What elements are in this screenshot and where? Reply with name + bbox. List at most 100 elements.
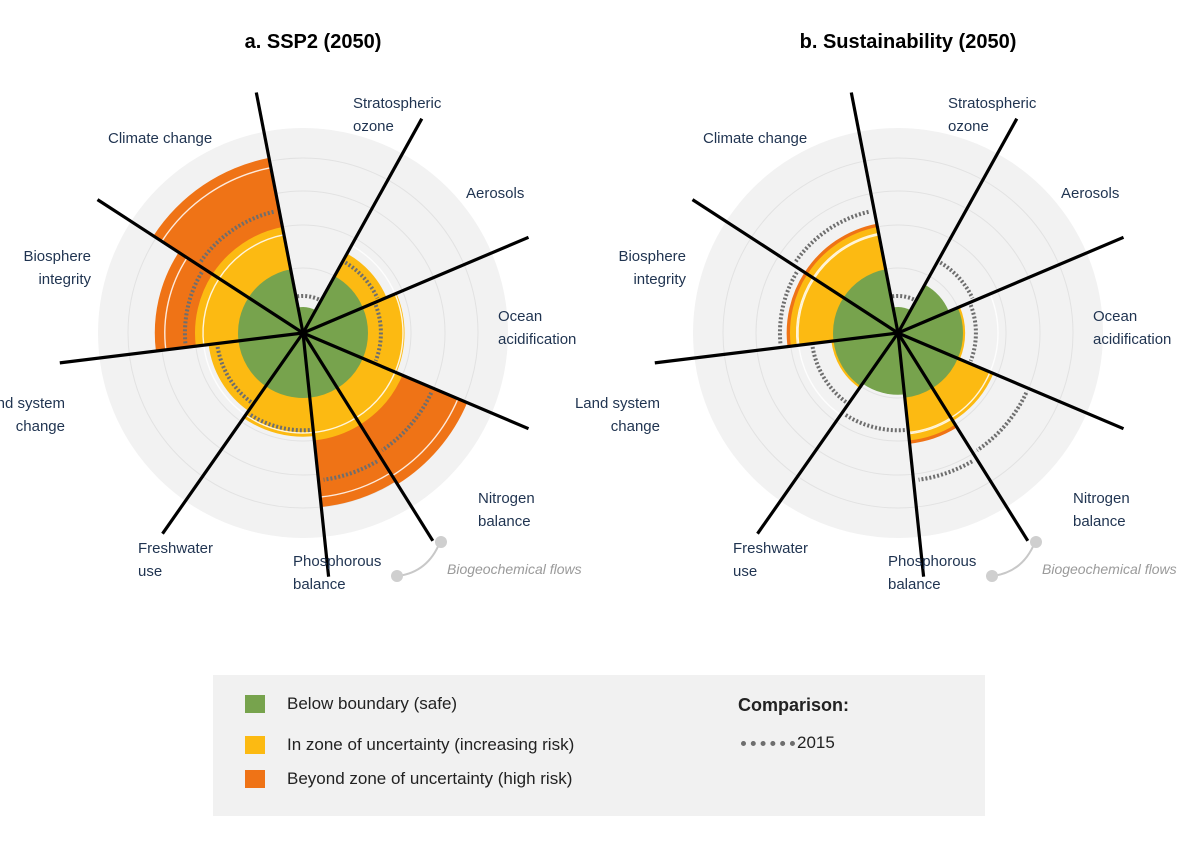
legend-swatch-high-risk [245,770,265,788]
legend-item-safe: Below boundary (safe) [245,692,457,716]
boundary-spoke [301,332,435,542]
wedge-aerosols [303,244,396,333]
comparison-2015-arc [918,459,974,482]
comparison-2015-arc [939,260,975,300]
boundary-spoke [301,117,424,334]
wedge-nitrogen-balance [303,333,468,485]
boundary-spoke [254,92,305,334]
comparison-dashed-swatch [741,740,795,746]
zone-ring [203,345,247,416]
wedge-land-system-change [203,333,303,416]
wedge-ocean-acidification [898,293,999,373]
comparison-title: Comparison: [738,695,850,715]
wedge-freshwater-use [243,333,314,437]
group-label-biogeochemical-flows: Biogeochemical flows [1042,561,1177,577]
wedge-fill-safe [238,333,303,387]
zone-ring [989,293,999,373]
wedge-fill-safe [833,333,898,387]
comparison-2015-arc [968,304,978,362]
group-bracket-line [992,541,1036,577]
category-label: Aerosols [466,185,524,202]
zone-ring [908,417,952,434]
category-label: Freshwater use [138,540,213,580]
boundary-spoke [897,235,1125,335]
wedge-fill-safe [862,333,905,395]
zone-ring [812,232,879,279]
category-label: Biosphere integrity [23,248,91,288]
wedge-freshwater-use [843,333,905,433]
zone-ring [218,234,285,279]
boundary-spoke [691,198,899,335]
category-label: Ocean acidification [498,308,576,348]
comparison-2015-arc [344,260,380,300]
grid-ring [722,157,1074,509]
grid-ring [755,190,1041,476]
comparison-2015-arc [891,293,916,302]
boundary-spoke [301,332,331,577]
wedge-aerosols [898,260,975,333]
zone-ring [813,234,880,279]
boundary-spoke [897,331,1125,431]
legend-box: Below boundary (safe) In zone of uncerta… [213,675,985,816]
zone-ring [245,414,314,434]
wedge-fill-safe [303,276,363,333]
zone-ring [202,278,220,346]
zone-ring [320,472,391,498]
group-label-biogeochemical-flows: Biogeochemical flows [447,561,582,577]
wedge-fill-safe [303,333,363,389]
comparison-label: 2015 [797,733,835,752]
category-label: Biosphere integrity [618,248,686,288]
zone-ring [164,257,188,350]
wedge-climate-change [794,209,898,333]
category-label: Nitrogen balance [478,490,535,530]
group-bracket-dot [1030,536,1042,548]
wedge-fill-safe [303,307,368,359]
legend-item-uncertainty: In zone of uncertainty (increasing risk) [245,733,574,757]
grid-ring [127,157,479,509]
panel-title: b. Sustainability (2050) [800,31,1017,53]
legend-label-safe: Below boundary (safe) [287,694,458,713]
wedge-fill-safe [832,297,898,341]
boundary-spoke [896,117,1019,334]
legend-swatch-uncertainty [245,736,265,754]
legend-item-high-risk: Beyond zone of uncertainty (high risk) [245,767,572,791]
wedge-fill-safe [237,297,303,341]
comparison-2015-arc [373,304,383,362]
boundary-spoke [59,331,304,365]
comparison-2015-arc [199,209,276,263]
comparison-2015-arc [182,271,204,344]
boundary-spoke [96,198,304,335]
zone-ring [351,244,396,295]
comparison-2015-arc [810,346,848,404]
boundary-spoke [302,331,530,431]
category-label: Phosphorous balance [888,553,976,593]
zone-ring [950,371,991,419]
comparison-2015-arc [323,459,379,482]
comparison-2015-arc [248,412,310,433]
category-label: Climate change [108,130,212,147]
category-label: Aerosols [1061,185,1119,202]
zone-ring [394,293,404,373]
panel-title: a. SSP2 (2050) [245,31,382,53]
zone-ring [313,417,357,434]
category-label: Phosphorous balance [293,553,381,593]
category-label: Ocean acidification [1093,308,1171,348]
wedge-nitrogen-balance [898,333,1029,452]
legend-label-high-risk: Beyond zone of uncertainty (high risk) [287,769,573,788]
boundary-spoke [896,332,926,577]
category-label: Freshwater use [733,540,808,580]
boundary-spoke [896,332,1030,542]
category-label: Climate change [703,130,807,147]
wedge-fill-safe [898,307,963,359]
wedge-ocean-acidification [303,293,405,373]
boundary-spoke [161,332,305,535]
legend-label-uncertainty: In zone of uncertainty (increasing risk) [287,735,575,754]
wedge-fill-safe [898,284,949,333]
comparison-item: 2015 [741,733,835,753]
group-bracket-dot [986,570,998,582]
boundary-spoke [654,331,899,365]
